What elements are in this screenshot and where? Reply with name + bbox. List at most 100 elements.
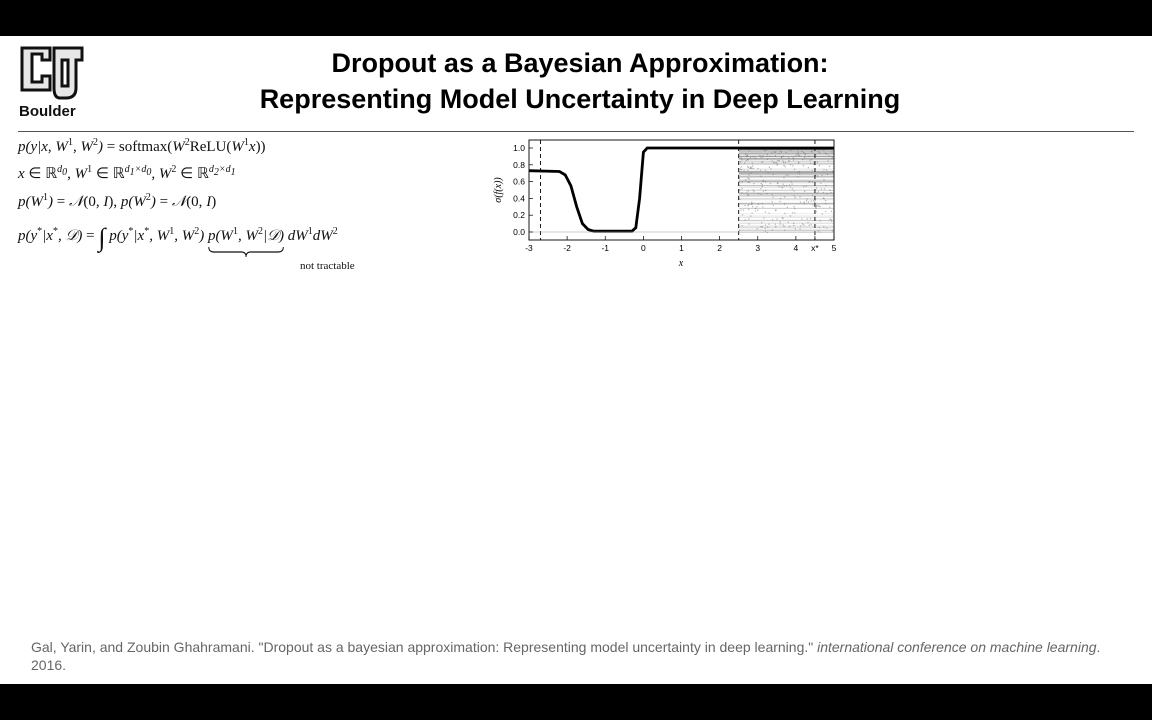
posterior-sample-dot <box>809 159 811 161</box>
posterior-sample-dot <box>779 150 781 152</box>
posterior-sample-dot <box>744 204 746 207</box>
posterior-sample-dot <box>748 174 750 176</box>
posterior-sample-dot <box>780 151 782 153</box>
posterior-sample-dot <box>749 167 751 169</box>
posterior-sample-dot <box>782 161 785 164</box>
cu-boulder-logo <box>20 46 84 100</box>
posterior-sample-dot <box>746 159 749 161</box>
posterior-sample-dot <box>750 167 752 169</box>
posterior-sample-dot <box>759 169 762 171</box>
underbrace <box>208 246 284 258</box>
posterior-sample-dot <box>829 206 831 208</box>
posterior-sample-dot <box>764 211 766 213</box>
posterior-sample-dot <box>752 189 754 191</box>
posterior-sample-dot <box>765 169 767 171</box>
x-tick-label: 0 <box>641 243 646 253</box>
posterior-sample-dot <box>821 213 824 215</box>
x-tick-label: -2 <box>563 243 571 253</box>
posterior-sample-dot <box>771 152 773 154</box>
posterior-sample-dot <box>819 205 821 208</box>
posterior-sample-dot <box>825 202 827 205</box>
posterior-sample-dot <box>764 181 767 183</box>
posterior-sample-dot <box>829 165 831 168</box>
posterior-sample-dot <box>747 165 749 168</box>
posterior-sample-dot <box>768 223 770 225</box>
posterior-sample-dot <box>822 197 825 199</box>
uncertainty-shade <box>738 147 834 234</box>
posterior-sample-dot <box>741 214 744 216</box>
posterior-sample-dot <box>777 159 779 162</box>
posterior-sample-dot <box>788 161 790 163</box>
posterior-sample-dot <box>761 222 763 224</box>
sigmoid-uncertainty-plot: -3 -2 -1 0 1 2 3 4 x* 5 0.0 0.2 0.4 0.6 0.8 1.0 x σ(f(… <box>493 139 837 269</box>
posterior-sample-dot <box>825 153 828 155</box>
posterior-sample-dot <box>793 222 795 224</box>
y-tick-label: 0.6 <box>513 177 525 187</box>
posterior-sample-dot <box>778 185 780 188</box>
posterior-sample-dot <box>826 227 828 229</box>
posterior-sample-dot <box>824 152 826 154</box>
posterior-sample-dot <box>810 223 812 226</box>
posterior-sample-dot <box>738 180 740 183</box>
posterior-sample-dot <box>822 191 824 194</box>
posterior-sample-dot <box>814 154 817 156</box>
equation-predictive: p(y*|x*, 𝒟) = ∫ p(y*|x*, W1, W2) p(W1, W… <box>18 223 338 258</box>
x-tick-label: -1 <box>601 243 609 253</box>
posterior-sample-dot <box>760 156 762 158</box>
posterior-sample-dot <box>819 220 821 222</box>
y-ticks: 0.0 0.2 0.4 0.6 0.8 1.0 <box>513 143 533 237</box>
posterior-sample-dot <box>769 155 771 157</box>
x-axis-label: x <box>678 258 684 269</box>
posterior-sample-dot <box>776 163 778 165</box>
posterior-sample-dot <box>819 148 821 151</box>
x-tick-label: 3 <box>755 243 760 253</box>
posterior-sample-dot <box>814 200 816 202</box>
posterior-sample-dot <box>829 219 831 221</box>
posterior-sample-dot <box>796 153 799 155</box>
posterior-sample-dot <box>768 166 770 168</box>
posterior-sample-dot <box>831 156 833 159</box>
title-line-2: Representing Model Uncertainty in Deep L… <box>259 84 901 114</box>
posterior-sample-dot <box>829 189 831 191</box>
posterior-sample-dot <box>750 215 752 217</box>
posterior-sample-dot <box>831 230 834 232</box>
posterior-sample-dot <box>740 166 742 168</box>
posterior-sample-dot <box>771 229 773 231</box>
posterior-sample-dot <box>766 155 768 157</box>
posterior-sample-dot <box>741 225 743 227</box>
posterior-sample-dot <box>821 174 823 176</box>
posterior-sample-dot <box>823 188 826 190</box>
posterior-sample-dot <box>768 212 770 214</box>
posterior-sample-dot <box>762 206 764 208</box>
posterior-sample-dot <box>747 169 749 171</box>
posterior-sample-dot <box>823 179 825 181</box>
posterior-sample-dot <box>806 198 808 200</box>
posterior-sample-dot <box>803 151 805 154</box>
posterior-sample-dot <box>818 151 821 154</box>
posterior-sample-dot <box>740 209 742 211</box>
posterior-sample-dot <box>741 192 743 194</box>
posterior-sample-dot <box>763 150 766 152</box>
posterior-sample-dot <box>779 200 781 203</box>
posterior-sample-dot <box>813 162 815 164</box>
posterior-sample-dot <box>761 161 763 163</box>
posterior-sample-dot <box>816 161 819 163</box>
posterior-sample-dot <box>807 222 809 224</box>
posterior-sample-dot <box>830 220 833 222</box>
posterior-sample-dot <box>797 150 799 152</box>
posterior-sample-dot <box>794 212 796 214</box>
posterior-sample-dot <box>826 193 828 195</box>
posterior-sample-dot <box>823 226 825 228</box>
posterior-sample-dot <box>765 189 767 192</box>
posterior-sample-dot <box>747 190 749 192</box>
posterior-sample-dot <box>783 164 785 167</box>
posterior-sample-dot <box>751 162 753 164</box>
underbrace-label: not tractable <box>300 260 355 272</box>
posterior-sample-dot <box>785 174 787 176</box>
posterior-sample-dot <box>781 217 783 219</box>
posterior-sample-dot <box>743 169 745 171</box>
posterior-sample-dot <box>793 195 796 197</box>
posterior-sample-dot <box>756 228 758 230</box>
posterior-sample-dot <box>767 226 769 228</box>
posterior-sample-dot <box>799 201 802 203</box>
